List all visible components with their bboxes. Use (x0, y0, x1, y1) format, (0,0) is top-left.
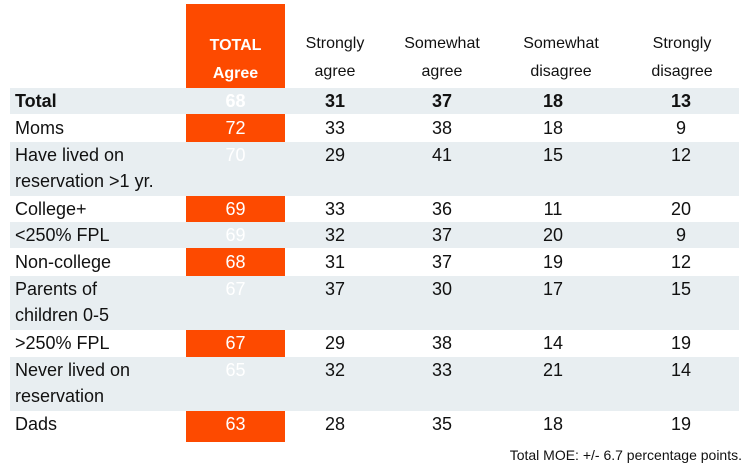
row-label-line: College+ (15, 199, 87, 219)
row-label: Parents of children 0-5 (15, 276, 191, 328)
row-label-line: <250% FPL (15, 225, 110, 245)
row-label: Non-college (15, 249, 191, 275)
row-label: >250% FPL (15, 330, 191, 356)
somewhat-disagree-value: 18 (542, 91, 564, 111)
row-label-line: reservation >1 yr. (15, 171, 154, 191)
header-col3-line1: Somewhat (523, 35, 599, 52)
somewhat-disagree-value: 21 (542, 360, 564, 380)
table-row: Parents of children 0-5 67 37 30 17 15 (10, 276, 739, 330)
strongly-disagree-value: 9 (675, 118, 686, 138)
row-label: Total (15, 88, 191, 114)
header-somewhat-agree: Somewhat agree (392, 30, 492, 86)
table-row: Have lived on reservation >1 yr. 70 29 41 15 1… (10, 142, 739, 196)
row-label-line: children 0-5 (15, 305, 110, 325)
strongly-agree-value: 31 (324, 91, 346, 111)
row-label-line: Moms (15, 118, 64, 138)
header-col2-line2: agree (421, 63, 463, 80)
row-label-line: Parents of (15, 279, 98, 299)
table-row: Moms 72 33 38 18 9 (10, 115, 739, 141)
table-row: Total 68 31 37 18 13 (10, 88, 739, 114)
table-row: Dads 63 28 35 18 19 (10, 411, 739, 437)
row-label: College+ (15, 196, 191, 222)
somewhat-agree-value: 37 (431, 91, 453, 111)
row-label: Moms (15, 115, 191, 141)
somewhat-disagree-value: 18 (542, 414, 564, 434)
row-label-line: Total (15, 91, 57, 111)
header-somewhat-disagree: Somewhat disagree (511, 30, 611, 86)
row-label: Have lived on reservation >1 yr. (15, 142, 191, 194)
row-label: <250% FPL (15, 222, 191, 248)
row-label-line: Never lived on (15, 360, 131, 380)
strongly-agree-value: 32 (324, 225, 346, 245)
header-col2-line1: Somewhat (404, 35, 480, 52)
somewhat-agree-value: 37 (431, 252, 453, 272)
strongly-agree-value: 33 (324, 199, 346, 219)
total-agree-value: 67 (225, 279, 246, 299)
strongly-disagree-value: 12 (670, 145, 692, 165)
strongly-agree-value: 31 (324, 252, 346, 272)
strongly-agree-value: 37 (324, 279, 346, 299)
somewhat-agree-value: 37 (431, 225, 453, 245)
table-row: Never lived on reservation 65 32 33 21 14 (10, 357, 739, 411)
strongly-disagree-value: 20 (670, 199, 692, 219)
strongly-agree-value: 32 (324, 360, 346, 380)
strongly-disagree-value: 9 (675, 225, 686, 245)
header-total-line1: TOTAL (209, 37, 262, 54)
header-strongly-disagree: Strongly disagree (632, 30, 732, 86)
row-label-line: >250% FPL (15, 333, 110, 353)
somewhat-disagree-value: 19 (542, 252, 564, 272)
strongly-agree-value: 28 (324, 414, 346, 434)
row-label-line: Dads (15, 414, 58, 434)
somewhat-disagree-value: 15 (542, 145, 564, 165)
header-col1-line2: agree (314, 63, 356, 80)
header-strongly-agree: Strongly agree (290, 30, 380, 86)
footnote-moe: Total MOE: +/- 6.7 percentage points. (509, 447, 742, 463)
somewhat-disagree-value: 20 (542, 225, 564, 245)
total-agree-value: 69 (225, 199, 246, 219)
row-label: Never lived on reservation (15, 357, 191, 409)
strongly-disagree-value: 12 (670, 252, 692, 272)
header-col3-line2: disagree (530, 63, 592, 80)
somewhat-agree-value: 41 (431, 145, 453, 165)
strongly-agree-value: 33 (324, 118, 346, 138)
strongly-disagree-value: 15 (670, 279, 692, 299)
header-col1-line1: Strongly (305, 35, 365, 52)
somewhat-agree-value: 36 (431, 199, 453, 219)
total-agree-value: 68 (225, 252, 246, 272)
header-col4-line1: Strongly (652, 35, 712, 52)
strongly-agree-value: 29 (324, 145, 346, 165)
somewhat-agree-value: 33 (431, 360, 453, 380)
somewhat-agree-value: 35 (431, 414, 453, 434)
somewhat-agree-value: 38 (431, 333, 453, 353)
strongly-disagree-value: 19 (670, 414, 692, 434)
somewhat-disagree-value: 11 (543, 199, 563, 219)
total-agree-value: 72 (225, 118, 246, 138)
total-agree-value: 69 (225, 225, 246, 245)
row-label-line: reservation (15, 386, 105, 406)
total-agree-value: 68 (225, 91, 246, 111)
strongly-disagree-value: 19 (670, 333, 692, 353)
total-agree-value: 67 (225, 333, 246, 353)
header-col4-line2: disagree (651, 63, 713, 80)
header-total-agree: TOTAL Agree (186, 32, 285, 88)
total-agree-value: 65 (225, 360, 246, 380)
table-row: College+ 69 33 36 11 20 (10, 196, 739, 222)
strongly-disagree-value: 13 (670, 91, 692, 111)
total-agree-value: 70 (225, 145, 246, 165)
strongly-disagree-value: 14 (670, 360, 692, 380)
row-label-line: Have lived on (15, 145, 125, 165)
somewhat-disagree-value: 18 (542, 118, 564, 138)
table-row: Non-college 68 31 37 19 12 (10, 249, 739, 275)
strongly-agree-value: 29 (324, 333, 346, 353)
header-total-line2: Agree (212, 65, 259, 82)
somewhat-agree-value: 38 (431, 118, 453, 138)
somewhat-disagree-value: 17 (542, 279, 564, 299)
somewhat-disagree-value: 14 (542, 333, 564, 353)
somewhat-agree-value: 30 (431, 279, 453, 299)
row-label-line: Non-college (15, 252, 112, 272)
table-row: <250% FPL 69 32 37 20 9 (10, 222, 739, 248)
row-label: Dads (15, 411, 191, 437)
total-agree-value: 63 (225, 414, 246, 434)
table-row: >250% FPL 67 29 38 14 19 (10, 330, 739, 356)
